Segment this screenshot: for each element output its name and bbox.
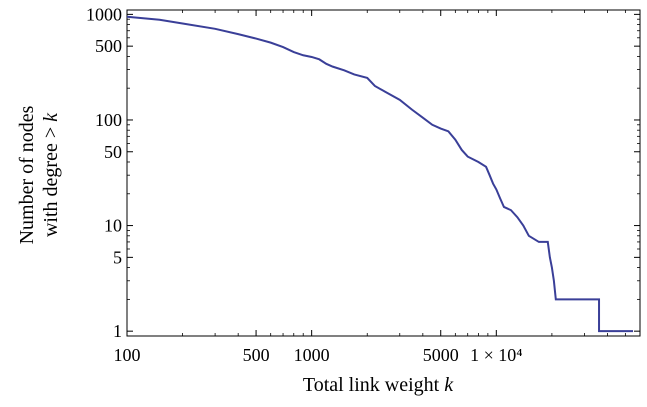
- tick-labels: 100 500 1000 5000 1 × 10⁴ 1 5 10 50 100 500 1000: [86, 4, 523, 365]
- x-tick-label: 5000: [423, 345, 459, 365]
- y-tick-label: 500: [95, 36, 122, 56]
- y-tick-label: 1: [113, 321, 122, 341]
- y-tick-label: 10: [104, 216, 122, 236]
- series-line: [126, 15, 634, 333]
- x-tick-label: 1000: [294, 345, 330, 365]
- x-tick-label: 1 × 10⁴: [470, 345, 522, 365]
- y-tick-label: 1000: [86, 4, 122, 24]
- x-tick-label: 100: [114, 345, 141, 365]
- y-tick-label: 100: [95, 110, 122, 130]
- y-tick-label: 50: [104, 142, 122, 162]
- y-axis-label-variable: k: [40, 112, 62, 122]
- axis-ticks: [126, 10, 641, 337]
- y-axis-label-line-2: with degree > k: [40, 112, 62, 237]
- plot-frame: [126, 9, 641, 337]
- x-axis-label: Total link weight k: [303, 374, 454, 396]
- x-axis-label-variable: k: [444, 374, 454, 396]
- y-tick-label: 5: [113, 247, 122, 267]
- plot-border: [126, 9, 641, 337]
- y-axis-label-line-1: Number of nodes: [16, 105, 38, 244]
- x-tick-label: 500: [243, 345, 270, 365]
- series-layer: [126, 15, 634, 333]
